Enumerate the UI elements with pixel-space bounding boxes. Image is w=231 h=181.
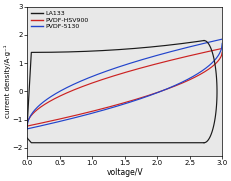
Legend: LA133, PVDF-HSV900, PVDF-5130: LA133, PVDF-HSV900, PVDF-5130 [30, 10, 89, 30]
Y-axis label: current density/A·g⁻¹: current density/A·g⁻¹ [4, 45, 11, 118]
X-axis label: voltage/V: voltage/V [106, 168, 142, 177]
